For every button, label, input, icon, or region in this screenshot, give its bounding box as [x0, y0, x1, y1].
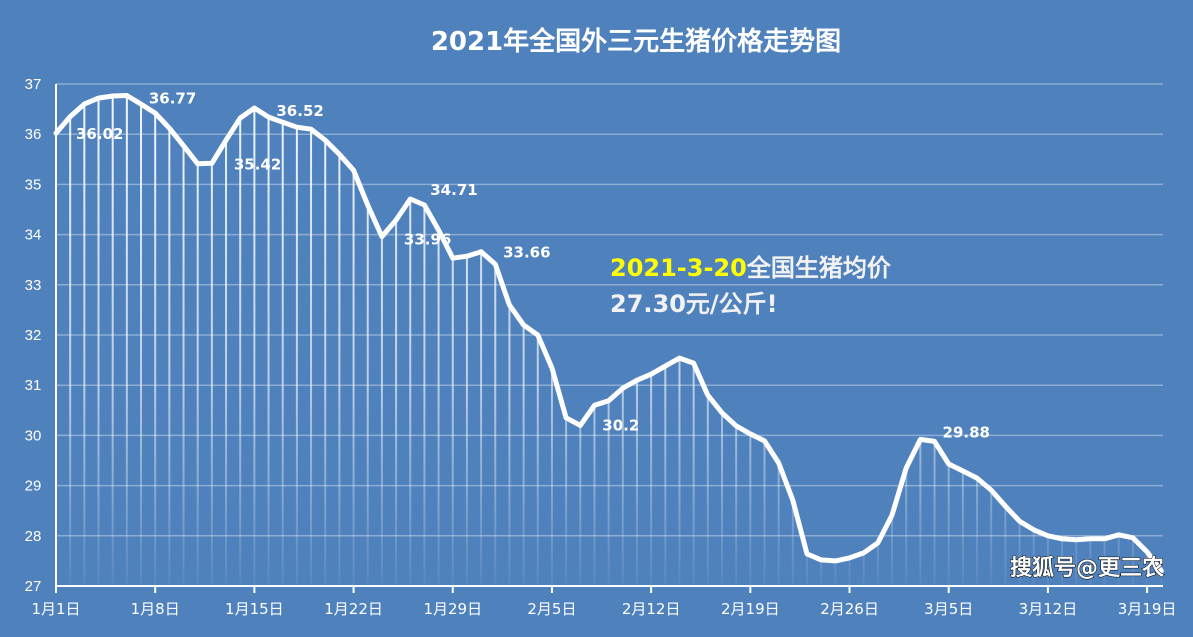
- price-line: [53, 93, 1164, 574]
- data-label: 30.2: [602, 416, 639, 434]
- data-label: 33.66: [503, 244, 550, 262]
- annotation-date: 2021-3-20: [610, 254, 747, 282]
- y-tick-label: 32: [25, 327, 42, 344]
- y-tick-label: 28: [25, 528, 42, 545]
- x-tick-label: 2月12日: [622, 600, 681, 618]
- annotation-line-1: 2021-3-20全国生猪均价: [610, 254, 892, 282]
- data-label: 36.52: [276, 102, 323, 120]
- data-label: 34.71: [430, 181, 477, 199]
- watermark: 搜狐号@更三农: [1010, 555, 1164, 581]
- y-tick-label: 33: [25, 277, 42, 294]
- x-tick-label: 3月5日: [924, 600, 973, 618]
- data-label: 33.96: [404, 231, 451, 249]
- data-label: 36.77: [149, 90, 196, 108]
- x-tick-label: 1月22日: [324, 600, 383, 618]
- x-tick-label: 1月8日: [131, 600, 180, 618]
- y-axis-ticks: 27 28 29 30 31 32 33 34 35 36 37: [25, 76, 42, 595]
- y-tick-label: 35: [25, 176, 42, 193]
- drop-lines: [55, 95, 1163, 586]
- y-tick-label: 34: [25, 227, 42, 244]
- x-tick-label: 3月19日: [1118, 600, 1177, 618]
- y-tick-label: 31: [25, 377, 42, 394]
- chart-title: 2021年全国外三元生猪价格走势图: [431, 26, 841, 57]
- y-tick-label: 37: [25, 76, 42, 93]
- x-tick-label: 1月29日: [423, 600, 482, 618]
- data-labels: 36.02 36.77 35.42 36.52 33.96 34.71 33.66 30.2 2…: [76, 90, 990, 442]
- x-axis: 1月1日 1月8日 1月15日 1月22日 1月29日 2月5日 2月12日 2月19日 2月2…: [31, 84, 1176, 618]
- x-tick-label: 2月26日: [820, 600, 879, 618]
- annotation-text1: 全国生猪均价: [746, 254, 892, 282]
- y-tick-label: 27: [25, 578, 42, 595]
- y-tick-label: 29: [25, 478, 42, 495]
- data-label: 35.42: [234, 155, 281, 173]
- data-label: 29.88: [943, 423, 990, 441]
- annotation-line-2: 27.30元/公斤!: [610, 290, 778, 318]
- x-tick-label: 1月15日: [225, 600, 284, 618]
- x-tick-label: 2月19日: [721, 600, 780, 618]
- y-tick-label: 30: [25, 427, 42, 444]
- data-label: 36.02: [76, 125, 123, 143]
- x-tick-label: 2月5日: [527, 600, 576, 618]
- x-tick-label: 3月12日: [1019, 600, 1078, 618]
- y-tick-label: 36: [25, 126, 42, 143]
- x-tick-label: 1月1日: [31, 600, 80, 618]
